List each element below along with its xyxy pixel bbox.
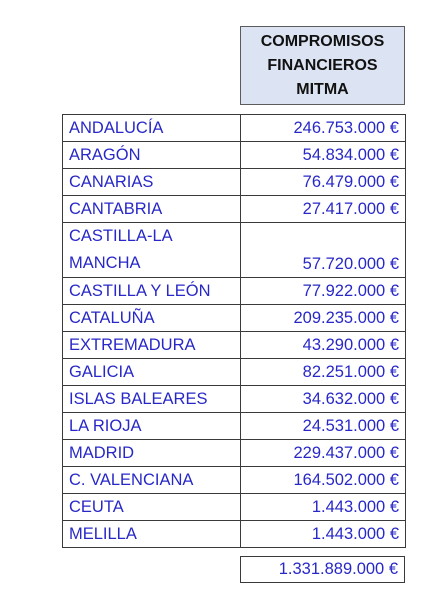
region-amount: 34.632.000 € bbox=[240, 385, 406, 413]
region-amount: 43.290.000 € bbox=[240, 331, 406, 359]
header-line-2: FINANCIEROS bbox=[267, 56, 378, 74]
region-name: MELILLA bbox=[62, 520, 241, 548]
region-name: LA RIOJA bbox=[62, 412, 241, 440]
table-row: CATALUÑA 209.235.000 € bbox=[62, 304, 406, 332]
table-row: GALICIA 82.251.000 € bbox=[62, 358, 406, 386]
regions-table: ANDALUCÍA 246.753.000 € ARAGÓN 54.834.00… bbox=[62, 114, 406, 548]
column-header: COMPROMISOS FINANCIEROS MITMA bbox=[240, 26, 405, 105]
table-row: CANARIAS 76.479.000 € bbox=[62, 168, 406, 196]
table-row: LA RIOJA 24.531.000 € bbox=[62, 412, 406, 440]
header-line-1: COMPROMISOS bbox=[260, 32, 385, 50]
total-amount: 1.331.889.000 € bbox=[240, 556, 405, 583]
table-row: ARAGÓN 54.834.000 € bbox=[62, 141, 406, 169]
region-amount: 76.479.000 € bbox=[240, 168, 406, 196]
region-name: ISLAS BALEARES bbox=[62, 385, 241, 413]
region-amount: 27.417.000 € bbox=[240, 195, 406, 223]
region-name: GALICIA bbox=[62, 358, 241, 386]
table-row: CASTILLA Y LEÓN 77.922.000 € bbox=[62, 277, 406, 305]
table-row: EXTREMADURA 43.290.000 € bbox=[62, 331, 406, 359]
table-row: MELILLA 1.443.000 € bbox=[62, 520, 406, 548]
table-row: C. VALENCIANA 164.502.000 € bbox=[62, 466, 406, 494]
region-amount: 77.922.000 € bbox=[240, 277, 406, 305]
region-amount: 24.531.000 € bbox=[240, 412, 406, 440]
table-row: ISLAS BALEARES 34.632.000 € bbox=[62, 385, 406, 413]
region-name: EXTREMADURA bbox=[62, 331, 241, 359]
region-name: ANDALUCÍA bbox=[62, 114, 241, 142]
region-name: C. VALENCIANA bbox=[62, 466, 241, 494]
header-line-3: MITMA bbox=[296, 80, 349, 98]
table-row: CEUTA 1.443.000 € bbox=[62, 493, 406, 521]
region-amount: 246.753.000 € bbox=[240, 114, 406, 142]
region-amount: 209.235.000 € bbox=[240, 304, 406, 332]
region-name: CEUTA bbox=[62, 493, 241, 521]
region-name: ARAGÓN bbox=[62, 141, 241, 169]
region-name: CASTILLA Y LEÓN bbox=[62, 277, 241, 305]
region-amount: 1.443.000 € bbox=[240, 520, 406, 548]
region-amount: 164.502.000 € bbox=[240, 466, 406, 494]
region-name: CASTILLA-LA MANCHA bbox=[62, 222, 241, 278]
region-amount: 229.437.000 € bbox=[240, 439, 406, 467]
table-row: CANTABRIA 27.417.000 € bbox=[62, 195, 406, 223]
region-amount: 82.251.000 € bbox=[240, 358, 406, 386]
region-name: MADRID bbox=[62, 439, 241, 467]
region-amount: 54.834.000 € bbox=[240, 141, 406, 169]
table-row: ANDALUCÍA 246.753.000 € bbox=[62, 114, 406, 142]
region-name: CATALUÑA bbox=[62, 304, 241, 332]
region-amount: 1.443.000 € bbox=[240, 493, 406, 521]
region-amount: 57.720.000 € bbox=[240, 222, 406, 278]
table-row: MADRID 229.437.000 € bbox=[62, 439, 406, 467]
region-name: CANARIAS bbox=[62, 168, 241, 196]
table-row: CASTILLA-LA MANCHA 57.720.000 € bbox=[62, 222, 406, 278]
region-name: CANTABRIA bbox=[62, 195, 241, 223]
